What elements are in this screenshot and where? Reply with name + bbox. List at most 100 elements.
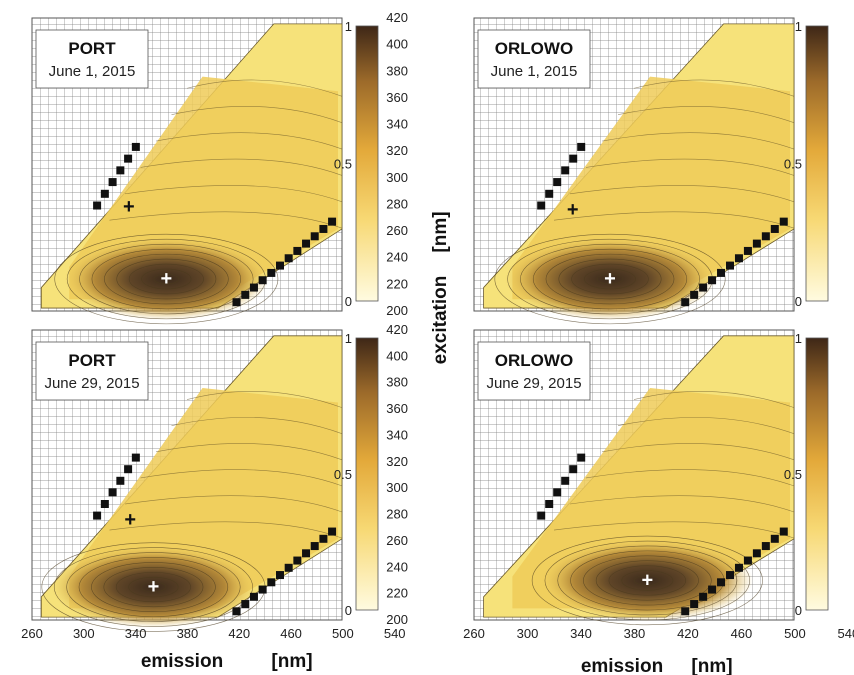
- scatter-mask-cell: [553, 178, 562, 187]
- date-label: June 1, 2015: [49, 63, 136, 80]
- label-box: [35, 341, 149, 401]
- scatter-mask-cell: [108, 178, 117, 187]
- contour-line: [601, 132, 795, 150]
- scatter-mask-cell: [108, 488, 117, 497]
- contour-line: [585, 469, 795, 487]
- scatter-mask-cell: [681, 298, 690, 307]
- y-tick-label: 420: [386, 10, 408, 25]
- scatter-mask-cell: [328, 217, 337, 226]
- contour-line: [608, 565, 687, 596]
- contour-line: [53, 547, 253, 627]
- y-tick-label: 380: [386, 63, 408, 78]
- y-tick-label: 260: [386, 533, 408, 548]
- scatter-mask-cell: [726, 261, 734, 270]
- contour-line: [91, 248, 242, 310]
- y-tick-label: 260: [386, 223, 408, 238]
- colorbar-tick: 1: [345, 19, 352, 34]
- contour-line: [544, 540, 751, 621]
- scatter-mask-cell: [569, 154, 578, 163]
- scatter-mask-cell: [717, 268, 726, 277]
- scatter-mask-cell: [752, 549, 761, 558]
- contour-line: [585, 158, 795, 176]
- contour-line: [634, 575, 661, 586]
- contour-line: [520, 243, 700, 315]
- contour-line: [601, 443, 795, 461]
- scatter-mask-cell: [116, 166, 125, 175]
- scatter-mask-cell: [328, 527, 337, 536]
- x-tick-label: 340: [570, 626, 592, 641]
- contour-line: [633, 79, 795, 97]
- y-tick-label: 200: [386, 612, 408, 627]
- y-tick-label: 280: [386, 507, 408, 522]
- y-tick-label: 360: [386, 401, 408, 416]
- label-box: [477, 341, 591, 401]
- panel-3: + + PORT June 29, 2015 0 0.5 1: [31, 329, 379, 632]
- x-tick-label: 540: [384, 626, 406, 641]
- scatter-mask-cell: [100, 189, 109, 198]
- scatter-mask-cell: [302, 549, 311, 558]
- x-tick-label: 380: [177, 626, 199, 641]
- scatter-mask-cell: [717, 578, 726, 587]
- contour-line: [557, 545, 738, 616]
- scatter-mask-cell: [302, 239, 311, 248]
- scatter-mask-cell: [779, 527, 788, 536]
- contour-line: [128, 263, 204, 295]
- y-tick-label: 280: [386, 196, 408, 211]
- x-tick-label: 260: [21, 626, 43, 641]
- x-axis-unit-right: [nm]: [691, 656, 732, 675]
- peak-marker-m: +: [160, 268, 172, 290]
- scatter-mask-cell: [293, 246, 302, 255]
- scatter-mask-cell: [734, 563, 743, 572]
- colorbar: [805, 25, 829, 302]
- x-tick-label: 380: [624, 626, 646, 641]
- scatter-mask-cell: [241, 600, 250, 609]
- scatter-mask-cell: [276, 571, 284, 580]
- scatter-mask-cell: [310, 542, 319, 551]
- colorbar-tick: 1: [345, 331, 352, 346]
- y-tick-label: 400: [386, 37, 408, 52]
- scatter-mask-cell: [681, 607, 690, 616]
- scatter-mask-cell: [537, 201, 546, 210]
- contour-line: [595, 560, 699, 601]
- contour-line: [124, 495, 343, 513]
- scatter-mask-cell: [699, 283, 708, 292]
- contour-line: [155, 132, 343, 150]
- peak-marker-m: +: [148, 576, 160, 598]
- contour-line: [141, 268, 192, 290]
- contour-line: [115, 571, 191, 603]
- contour-line: [116, 258, 217, 300]
- contour-line: [78, 557, 229, 617]
- scatter-mask-cell: [770, 534, 779, 543]
- colorbar: [355, 337, 379, 611]
- contour-line: [558, 258, 662, 300]
- scatter-mask-cell: [708, 585, 717, 594]
- label-box: [477, 29, 591, 89]
- scatter-mask-cell: [690, 600, 699, 609]
- scatter-mask-cell: [258, 276, 267, 285]
- scatter-mask-cell: [124, 465, 133, 474]
- colorbar: [805, 337, 829, 611]
- scatter-mask-cell: [537, 511, 546, 520]
- peak-marker-m: +: [641, 569, 653, 591]
- colorbar-tick: 0: [795, 294, 802, 309]
- scatter-mask-cell: [93, 201, 102, 210]
- scatter-mask-cell: [131, 453, 140, 462]
- y-axis-unit: [nm]: [430, 211, 451, 252]
- scatter-mask-cell: [232, 607, 241, 616]
- contour-line: [124, 185, 343, 203]
- y-tick-label: 340: [386, 117, 408, 132]
- x-axis-title-right: emission: [581, 656, 663, 675]
- contour-line: [109, 521, 343, 539]
- colorbar-tick: 1: [795, 19, 802, 34]
- scatter-mask-cell: [699, 592, 708, 601]
- x-tick-label: 460: [731, 626, 753, 641]
- scatter-mask-cell: [553, 488, 562, 497]
- contour-line: [186, 79, 343, 97]
- y-axis-title: excitation: [430, 276, 451, 365]
- contour-line: [103, 567, 204, 608]
- y-tick-label: 200: [386, 303, 408, 318]
- scatter-mask-cell: [267, 578, 276, 587]
- contour-line: [54, 233, 279, 325]
- y-tick-label: 240: [386, 559, 408, 574]
- scatter-mask-cell: [284, 563, 293, 572]
